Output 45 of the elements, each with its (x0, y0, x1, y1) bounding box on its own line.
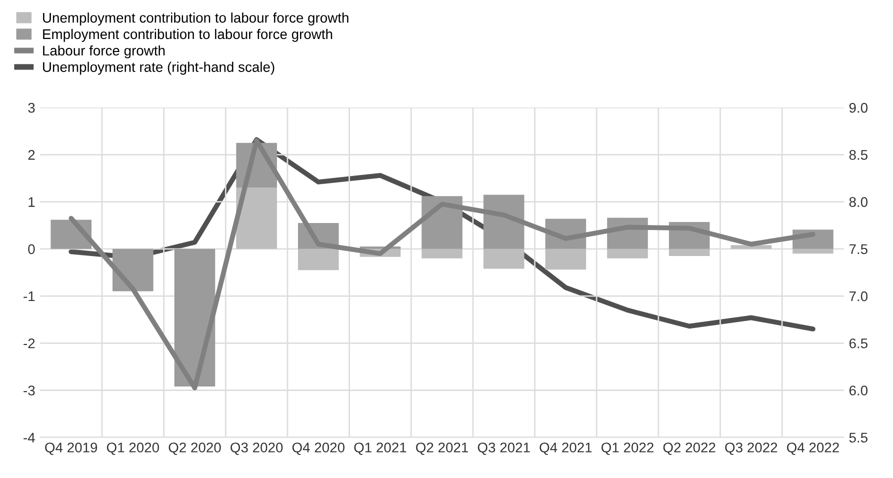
bar (483, 248, 524, 269)
x-tick-label: Q1 2020 (106, 442, 160, 455)
y2-tick-label: 6.5 (849, 338, 868, 348)
y2-tick-label: 7.5 (849, 244, 868, 254)
y-tick-label: -1 (24, 291, 35, 302)
x-tick-label: Q2 2022 (663, 442, 716, 455)
y2-tick-label: 9.0 (849, 102, 868, 113)
y2-tick-label: 5.5 (849, 432, 868, 443)
x-tick-label: Q2 2021 (416, 442, 468, 455)
y2-tick-label: 8.5 (849, 150, 868, 160)
bar (607, 248, 648, 258)
bar (483, 194, 524, 249)
x-tick-label: Q4 2021 (540, 442, 592, 455)
y-tick-label: 0 (28, 244, 35, 254)
bar (545, 248, 586, 270)
x-tick-label: Q2 2020 (168, 442, 221, 455)
legend-label: Employment contribution to labour force growth (43, 28, 332, 42)
bar (422, 248, 462, 258)
y2-tick-label: 6.0 (849, 386, 868, 396)
bar (236, 188, 277, 249)
bar (792, 248, 834, 254)
y-tick-label: 2 (28, 150, 35, 160)
line-series (68, 138, 816, 390)
x-tick-label: Q3 2021 (478, 442, 530, 455)
y-tick-label: 3 (28, 102, 35, 113)
bar (730, 245, 772, 249)
legend-label: Unemployment contribution to labour force growth (43, 12, 348, 26)
x-tick-label: Q1 2021 (354, 442, 406, 455)
y-tick-label: -4 (24, 432, 35, 442)
y2-tick-label: 8.0 (849, 197, 868, 207)
y2-tick-label: 7.0 (849, 291, 868, 302)
bar (668, 248, 710, 256)
y-tick-label: 1 (28, 197, 35, 207)
bar (298, 248, 339, 270)
legend-label: Labour force growth (43, 45, 165, 58)
y-tick-label: -2 (24, 338, 35, 348)
bar (112, 248, 154, 292)
x-tick-label: Q4 2019 (45, 442, 98, 455)
x-tick-label: Q4 2022 (786, 442, 839, 455)
legend-label: Unemployment rate (right-hand scale) (43, 62, 274, 75)
x-tick-label: Q1 2022 (602, 442, 654, 455)
y-tick-label: -3 (24, 386, 35, 396)
x-tick-label: Q3 2022 (725, 442, 778, 455)
x-tick-label: Q4 2020 (292, 442, 344, 455)
x-tick-label: Q3 2020 (230, 442, 283, 455)
